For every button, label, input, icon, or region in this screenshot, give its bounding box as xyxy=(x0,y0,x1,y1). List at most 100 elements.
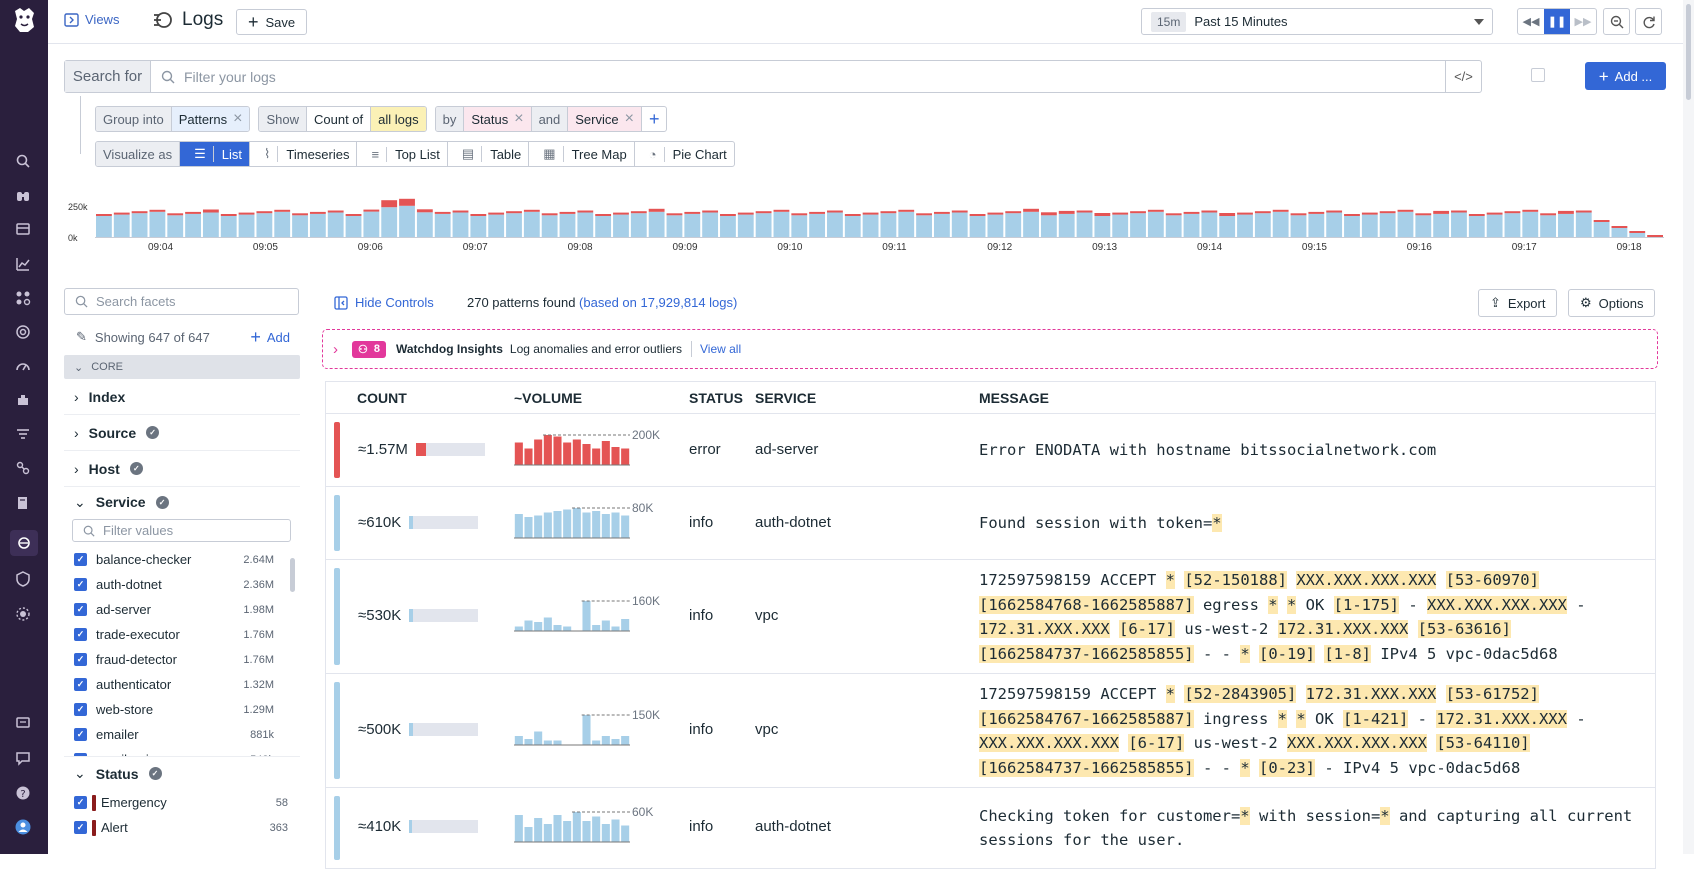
histogram-bar[interactable] xyxy=(1629,233,1646,238)
export-button[interactable]: ⇪ Export xyxy=(1478,289,1558,317)
histogram-error-bar[interactable] xyxy=(1076,210,1093,213)
metrics-icon[interactable] xyxy=(14,255,32,273)
histogram-error-bar[interactable] xyxy=(470,214,487,216)
histogram-error-bar[interactable] xyxy=(809,211,826,214)
histogram-error-bar[interactable] xyxy=(149,209,166,212)
all-logs-value[interactable]: all logs xyxy=(371,107,426,131)
histogram-error-bar[interactable] xyxy=(702,210,719,213)
histogram-error-bar[interactable] xyxy=(1344,214,1360,216)
datadog-logo-icon[interactable] xyxy=(11,5,37,35)
histogram-bar[interactable] xyxy=(1308,213,1325,238)
histogram-bar[interactable] xyxy=(327,212,344,239)
histogram-bar[interactable] xyxy=(577,212,594,239)
close-icon[interactable]: × xyxy=(233,110,243,127)
histogram-bar[interactable] xyxy=(256,213,273,238)
histogram-bar[interactable] xyxy=(523,211,540,238)
hide-controls-button[interactable]: Hide Controls xyxy=(334,295,434,310)
histogram-error-bar[interactable] xyxy=(1254,211,1271,214)
histogram-bar[interactable] xyxy=(202,212,219,239)
histogram-bar[interactable] xyxy=(827,212,843,239)
histogram-bar[interactable] xyxy=(1326,212,1343,239)
histogram-bar[interactable] xyxy=(1558,213,1574,238)
histogram-bar[interactable] xyxy=(1272,211,1289,238)
histogram-bar[interactable] xyxy=(1147,211,1164,238)
histogram-error-bar[interactable] xyxy=(969,214,986,216)
histogram-bar[interactable] xyxy=(470,216,487,238)
histogram-error-bar[interactable] xyxy=(1522,209,1539,212)
histogram-bar[interactable] xyxy=(1433,213,1450,238)
histogram-error-bar[interactable] xyxy=(96,214,112,216)
histogram-error-bar[interactable] xyxy=(1112,212,1129,215)
histogram-bar[interactable] xyxy=(630,213,647,238)
histogram-error-bar[interactable] xyxy=(1433,210,1450,214)
volume-sparkline[interactable]: 150K xyxy=(514,709,664,749)
facet-host[interactable]: › Host ✓ xyxy=(64,451,300,487)
facet-service[interactable]: ⌄ Service ✓ xyxy=(64,487,300,517)
viz-toplist[interactable]: ≡ Top List xyxy=(357,142,448,166)
histogram-bar[interactable] xyxy=(1575,212,1592,239)
histogram-bar[interactable] xyxy=(666,215,683,238)
status-value-row[interactable]: ✓ Alert 363 xyxy=(64,815,300,840)
histogram-bar[interactable] xyxy=(720,216,736,238)
viz-list[interactable]: ☰ List xyxy=(180,142,251,166)
viz-table[interactable]: ▤ Table xyxy=(448,142,530,166)
histogram-bar[interactable] xyxy=(648,211,665,238)
add-facet-button[interactable]: + Add xyxy=(250,327,290,348)
search-icon[interactable] xyxy=(14,152,32,170)
histogram-bar[interactable] xyxy=(809,213,826,238)
checkbox[interactable]: ✓ xyxy=(74,821,87,834)
histogram-error-bar[interactable] xyxy=(1237,212,1253,215)
group-into-value[interactable]: Patterns × xyxy=(171,107,250,131)
histogram-bar[interactable] xyxy=(755,213,772,238)
histogram-error-bar[interactable] xyxy=(666,213,683,216)
histogram-error-bar[interactable] xyxy=(1308,211,1325,214)
histogram-error-bar[interactable] xyxy=(1647,235,1663,237)
service-value-row[interactable]: ✓ web-store 1.29M xyxy=(64,697,300,722)
by-pill[interactable]: by Status × and Service × + xyxy=(434,106,668,132)
time-range-select[interactable]: 15m Past 15 Minutes xyxy=(1141,8,1493,35)
histogram-error-bar[interactable] xyxy=(1558,210,1574,214)
histogram-error-bar[interactable] xyxy=(345,214,362,216)
security-icon[interactable] xyxy=(14,570,32,588)
views-button[interactable]: Views xyxy=(64,12,119,27)
histogram-error-bar[interactable] xyxy=(1379,211,1396,214)
fast-forward-icon[interactable]: ▶▶ xyxy=(1574,16,1592,28)
rum-icon[interactable] xyxy=(14,605,32,623)
histogram-bar[interactable] xyxy=(969,216,986,238)
pipelines-icon[interactable] xyxy=(14,425,32,443)
histogram-error-bar[interactable] xyxy=(827,210,843,213)
histogram-error-bar[interactable] xyxy=(1326,210,1343,213)
histogram-error-bar[interactable] xyxy=(737,212,754,215)
viz-timeseries[interactable]: ⌇ Timeseries xyxy=(250,142,358,166)
histogram-error-bar[interactable] xyxy=(452,210,469,213)
histogram-bar[interactable] xyxy=(1593,222,1610,238)
histogram-error-bar[interactable] xyxy=(1486,212,1503,215)
histogram-error-bar[interactable] xyxy=(1290,213,1307,216)
histogram-bar[interactable] xyxy=(880,213,897,238)
status-value-row[interactable]: ✓ Emergency 58 xyxy=(64,790,300,815)
histogram-error-bar[interactable] xyxy=(862,212,879,215)
col-count[interactable]: COUNT xyxy=(357,389,407,406)
histogram-error-bar[interactable] xyxy=(202,209,219,213)
facet-scrollbar[interactable] xyxy=(290,558,295,592)
histogram-error-bar[interactable] xyxy=(1540,213,1557,216)
viz-treemap[interactable]: ▦ Tree Map xyxy=(529,142,635,166)
histogram-bar[interactable] xyxy=(1540,215,1557,238)
histogram-bar[interactable] xyxy=(1611,228,1628,238)
histogram-bar[interactable] xyxy=(862,214,879,238)
histogram-bar[interactable] xyxy=(1415,215,1432,238)
histogram-error-bar[interactable] xyxy=(1575,210,1592,213)
histogram-bar[interactable] xyxy=(452,212,469,239)
histogram-error-bar[interactable] xyxy=(791,213,808,216)
histogram-error-bar[interactable] xyxy=(1272,209,1289,212)
add-group-icon[interactable]: + xyxy=(648,108,660,129)
histogram-error-bar[interactable] xyxy=(898,209,915,212)
volume-sparkline[interactable]: 60K xyxy=(514,806,664,846)
histogram-error-bar[interactable] xyxy=(113,212,130,215)
histogram-bar[interactable] xyxy=(292,215,308,238)
histogram-bar[interactable] xyxy=(1201,212,1218,239)
histogram-bar[interactable] xyxy=(898,211,915,238)
viz-piechart[interactable]: ◔ Pie Chart xyxy=(635,142,734,166)
histogram-bar[interactable] xyxy=(1486,214,1503,238)
pause-icon[interactable]: ❚❚ xyxy=(1544,9,1570,34)
